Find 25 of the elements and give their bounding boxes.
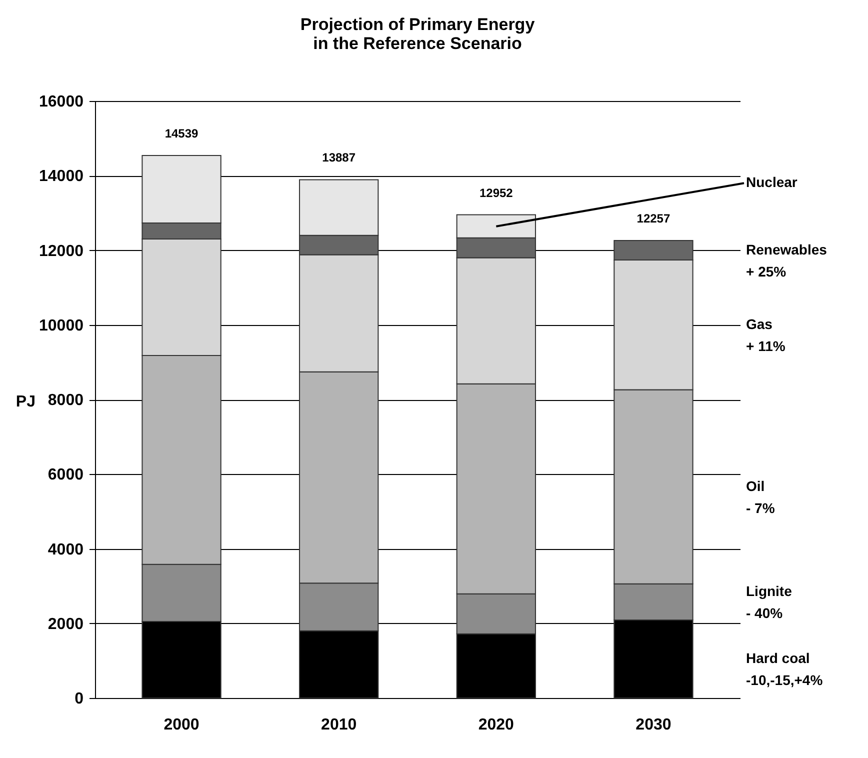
text: Hard coal -10,-15,+4% xyxy=(746,650,824,688)
total-label: 14539 xyxy=(164,126,199,140)
y-tick-label: 12000 xyxy=(39,242,84,260)
y-tick-label: 14000 xyxy=(39,168,84,186)
text: Oil - 7% xyxy=(746,478,776,516)
y-tick-label: 10000 xyxy=(39,317,84,334)
y-tick-label: 2000 xyxy=(48,616,84,633)
y-tick-label: 6000 xyxy=(48,466,84,484)
total-label: 12257 xyxy=(636,212,670,226)
total-label: 12952 xyxy=(479,186,514,200)
total-label: 13887 xyxy=(322,150,356,165)
y-tick-label: 4000 xyxy=(48,541,84,558)
text: Lignite - 40% xyxy=(746,582,792,621)
y-tick-label: 0 xyxy=(74,690,84,708)
x-tick-label: 2010 xyxy=(321,716,357,734)
text: Gas + 11% xyxy=(746,316,786,354)
text: Nuclear xyxy=(746,174,798,190)
x-tick-label: 2020 xyxy=(478,716,514,734)
x-tick-label: 2030 xyxy=(636,716,672,734)
y-tick-label: 8000 xyxy=(48,392,84,409)
text: Renewables + 25% xyxy=(746,241,828,280)
chart-title: Projection of Primary Energy in the Reference Scenario xyxy=(300,15,536,53)
y-axis-title: PJ xyxy=(16,394,36,410)
y-tick-label: 16000 xyxy=(39,94,84,110)
x-tick-label: 2000 xyxy=(164,716,200,734)
